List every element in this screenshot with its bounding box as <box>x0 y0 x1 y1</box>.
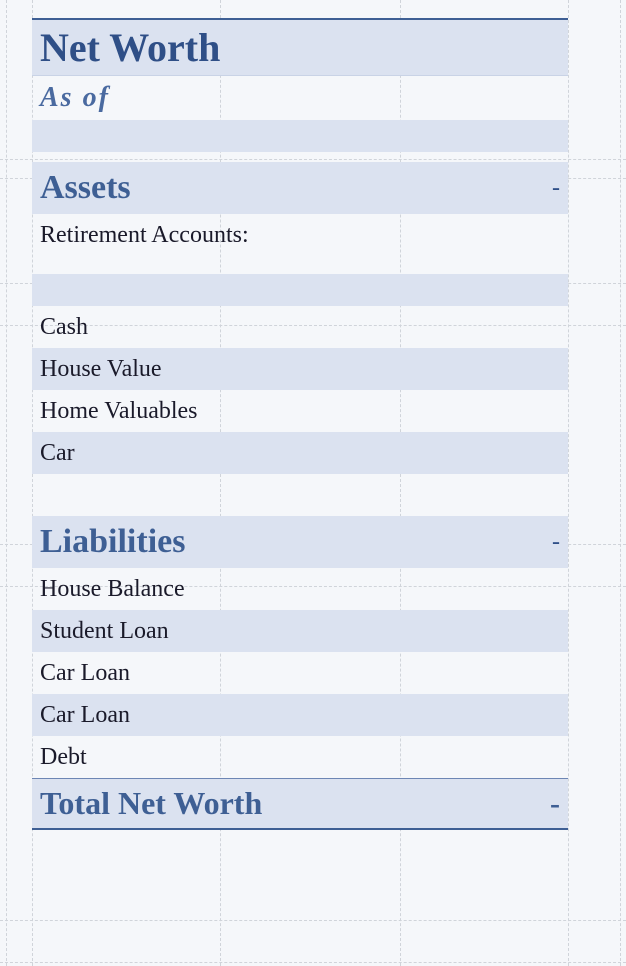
spacer-band <box>32 274 568 306</box>
asset-label: House Value <box>40 356 560 383</box>
total-net-worth-label: Total Net Worth <box>40 785 500 822</box>
liability-row-car-loan-2[interactable]: Car Loan <box>32 694 568 736</box>
liability-label: Debt <box>40 744 560 771</box>
liability-row-car-loan-1[interactable]: Car Loan <box>32 652 568 694</box>
liabilities-heading-row: Liabilities - <box>32 516 568 568</box>
asset-row-home-valuables[interactable]: Home Valuables <box>32 390 568 432</box>
liability-row-house-balance[interactable]: House Balance <box>32 568 568 610</box>
liability-row-debt[interactable]: Debt <box>32 736 568 778</box>
retirement-accounts-row[interactable]: Retirement Accounts: <box>32 214 568 256</box>
as-of-label: As of <box>40 82 560 114</box>
net-worth-sheet: Net Worth As of Assets - Retirement Acco… <box>32 18 568 830</box>
asset-label: Cash <box>40 314 560 341</box>
liability-label: Car Loan <box>40 660 560 687</box>
total-net-worth-row: Total Net Worth - <box>32 778 568 830</box>
spacer <box>32 256 568 274</box>
as-of-row: As of <box>32 76 568 120</box>
assets-heading-row: Assets - <box>32 162 568 214</box>
asset-row-car[interactable]: Car <box>32 432 568 474</box>
liabilities-total: - <box>500 529 560 556</box>
liability-label: Car Loan <box>40 702 560 729</box>
asset-label: Home Valuables <box>40 398 560 425</box>
retirement-accounts-label: Retirement Accounts: <box>40 222 560 249</box>
spacer <box>32 152 568 162</box>
asset-label: Car <box>40 440 560 467</box>
assets-total: - <box>500 175 560 202</box>
asset-row-cash[interactable]: Cash <box>32 306 568 348</box>
liability-label: Student Loan <box>40 618 560 645</box>
liability-row-student-loan[interactable]: Student Loan <box>32 610 568 652</box>
liability-label: House Balance <box>40 576 560 603</box>
spacer <box>32 474 568 516</box>
assets-heading: Assets <box>40 169 500 207</box>
page-title: Net Worth <box>40 24 560 71</box>
spacer-band <box>32 120 568 152</box>
total-net-worth-value: - <box>500 787 560 821</box>
asset-row-house-value[interactable]: House Value <box>32 348 568 390</box>
liabilities-heading: Liabilities <box>40 523 500 561</box>
title-row: Net Worth <box>32 20 568 76</box>
